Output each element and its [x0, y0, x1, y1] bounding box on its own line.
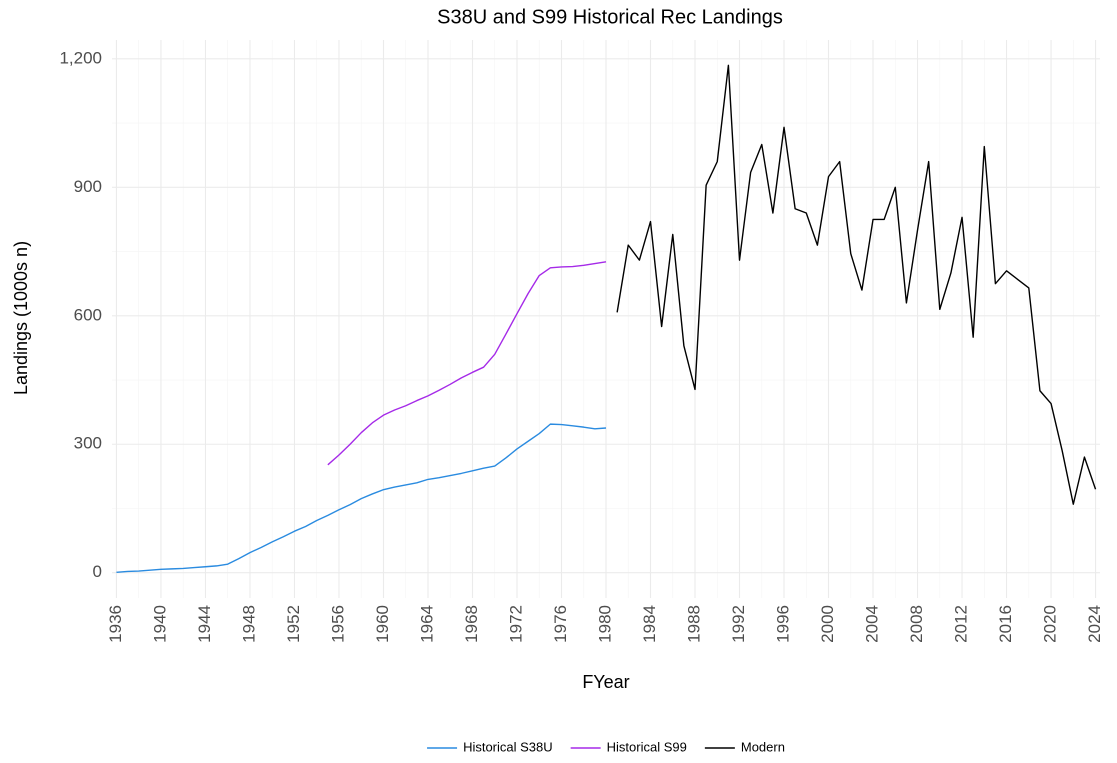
x-tick-label: 2000 — [818, 605, 837, 643]
x-tick-label: 1952 — [284, 605, 303, 643]
x-tick-label: 1984 — [640, 605, 659, 643]
y-tick-label: 1,200 — [59, 48, 102, 67]
x-tick-label: 1940 — [150, 605, 169, 643]
x-tick-label: 1956 — [328, 605, 347, 643]
x-tick-label: 2016 — [996, 605, 1015, 643]
x-tick-label: 2004 — [863, 605, 882, 643]
x-axis-label: FYear — [582, 672, 629, 692]
legend-label: Historical S38U — [463, 739, 553, 754]
x-tick-label: 1948 — [239, 605, 258, 643]
x-tick-label: 1996 — [774, 605, 793, 643]
y-tick-label: 300 — [74, 434, 102, 453]
x-tick-label: 2008 — [907, 605, 926, 643]
x-tick-label: 1992 — [729, 605, 748, 643]
x-tick-label: 1936 — [106, 605, 125, 643]
line-series — [616, 64, 1097, 505]
x-tick-label: 1964 — [417, 605, 436, 643]
line-series — [327, 261, 607, 466]
x-tick-label: 2024 — [1085, 605, 1104, 643]
y-axis-label: Landings (1000s n) — [11, 241, 31, 395]
x-tick-label: 1976 — [551, 605, 570, 643]
chart-title: S38U and S99 Historical Rec Landings — [437, 6, 783, 28]
x-tick-label: 1944 — [195, 605, 214, 643]
legend: Historical S38U Historical S99 Modern — [427, 739, 785, 754]
y-tick-label: 600 — [74, 305, 102, 324]
legend-label: Modern — [741, 739, 785, 754]
x-tick-label: 2020 — [1041, 605, 1060, 643]
line-series — [116, 423, 607, 574]
x-tick-label: 1972 — [506, 605, 525, 643]
grid — [112, 40, 1100, 598]
legend-label: Historical S99 — [607, 739, 687, 754]
y-tick-label: 0 — [93, 562, 102, 581]
x-tick-label: 1980 — [595, 605, 614, 643]
x-tick-label: 1968 — [462, 605, 481, 643]
x-tick-label: 1960 — [373, 605, 392, 643]
y-tick-label: 900 — [74, 177, 102, 196]
x-tick-label: 1988 — [684, 605, 703, 643]
x-tick-label: 2012 — [952, 605, 971, 643]
